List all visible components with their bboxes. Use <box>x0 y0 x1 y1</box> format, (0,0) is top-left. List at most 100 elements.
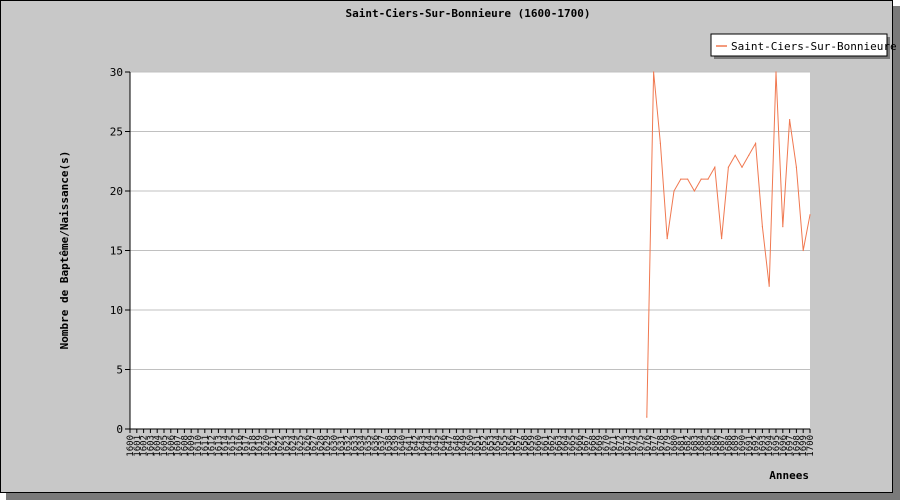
x-tick-label: 1688 <box>724 435 734 457</box>
x-tick-label: 1661 <box>541 435 551 457</box>
x-axis-label: Annees <box>769 469 809 482</box>
x-tick-label: 1694 <box>765 435 775 457</box>
x-tick-label: 1672 <box>616 435 626 457</box>
x-tick-label: 1644 <box>425 435 435 457</box>
x-tick-label: 1671 <box>609 435 619 457</box>
x-tick-label: 1628 <box>316 435 326 457</box>
x-tick-label: 1631 <box>337 435 347 457</box>
x-tick-label: 1664 <box>561 435 571 457</box>
y-tick-label: 10 <box>110 304 123 317</box>
x-tick-label: 1607 <box>174 435 184 457</box>
x-tick-label: 1693 <box>758 435 768 457</box>
data-point <box>795 166 798 168</box>
x-tick-label: 1634 <box>357 435 367 457</box>
x-tick-label: 1700 <box>806 435 816 457</box>
data-point <box>687 178 689 180</box>
x-tick-label: 1615 <box>228 435 238 457</box>
x-tick-label: 1687 <box>718 435 728 457</box>
x-tick-label: 1638 <box>384 435 394 457</box>
x-tick-label: 1663 <box>554 435 564 457</box>
x-tick-label: 1649 <box>459 435 469 457</box>
y-tick-label: 20 <box>110 185 123 198</box>
x-tick-label: 1654 <box>493 435 503 457</box>
x-tick-label: 1676 <box>643 435 653 457</box>
x-tick-label: 1681 <box>677 435 687 457</box>
data-point <box>809 214 811 216</box>
frame-shadow-bottom <box>6 493 900 500</box>
x-tick-label: 1656 <box>507 435 517 457</box>
data-point <box>646 416 648 418</box>
data-point <box>782 226 784 228</box>
x-tick-label: 1647 <box>446 435 456 457</box>
x-tick-label: 1602 <box>140 435 150 457</box>
x-tick-label: 1659 <box>527 435 537 457</box>
data-point <box>741 166 743 168</box>
x-tick-label: 1655 <box>500 435 510 457</box>
x-tick-label: 1660 <box>534 435 544 457</box>
x-tick-label: 1633 <box>350 435 360 457</box>
x-tick-label: 1683 <box>690 435 700 457</box>
x-tick-label: 1677 <box>650 435 660 457</box>
x-tick-label: 1652 <box>480 435 490 457</box>
x-tick-label: 1617 <box>242 435 252 457</box>
x-tick-label: 1665 <box>568 435 578 457</box>
x-tick-label: 1612 <box>208 435 218 457</box>
x-tick-label: 1692 <box>752 435 762 457</box>
x-tick-label: 1673 <box>622 435 632 457</box>
data-point <box>734 154 736 156</box>
x-tick-label: 1690 <box>738 435 748 457</box>
x-tick-label: 1678 <box>656 435 666 457</box>
frame-shadow-right <box>893 6 900 500</box>
x-tick-label: 1679 <box>663 435 673 457</box>
data-point <box>673 190 675 192</box>
data-point <box>700 178 702 180</box>
x-tick-label: 1699 <box>799 435 809 457</box>
y-tick-label: 15 <box>110 245 123 258</box>
x-tick-label: 1651 <box>473 435 483 457</box>
x-tick-label: 1606 <box>167 435 177 457</box>
x-tick-label: 1605 <box>160 435 170 457</box>
x-tick-label: 1695 <box>772 435 782 457</box>
data-point <box>789 119 791 121</box>
x-tick-label: 1609 <box>187 435 197 457</box>
y-axis-label: Nombre de Baptême/Naissance(s) <box>58 151 71 350</box>
x-tick-label: 1657 <box>514 435 524 457</box>
x-tick-label: 1620 <box>262 435 272 457</box>
y-tick-label: 30 <box>110 66 123 79</box>
y-tick-label: 5 <box>116 364 123 377</box>
data-point <box>659 142 662 144</box>
legend-label: Saint-Ciers-Sur-Bonnieure <box>731 40 897 53</box>
x-tick-label: 1642 <box>412 435 422 457</box>
x-tick-label: 1689 <box>731 435 741 457</box>
x-axis-ticks: 1600160116021603160416051606160716081609… <box>126 429 816 457</box>
chart-title: Saint-Ciers-Sur-Bonnieure (1600-1700) <box>345 7 590 20</box>
data-point <box>653 71 655 73</box>
x-tick-label: 1666 <box>575 435 585 457</box>
x-tick-label: 1621 <box>269 435 279 457</box>
x-tick-label: 1646 <box>439 435 449 457</box>
x-tick-label: 1608 <box>180 435 190 457</box>
x-tick-label: 1601 <box>133 435 143 457</box>
x-tick-label: 1604 <box>153 435 163 457</box>
x-tick-label: 1614 <box>221 435 231 457</box>
x-tick-label: 1623 <box>282 435 292 457</box>
y-tick-label: 0 <box>116 423 123 436</box>
data-point <box>768 285 770 287</box>
data-point <box>707 178 709 180</box>
x-tick-label: 1610 <box>194 435 204 457</box>
x-tick-label: 1691 <box>745 435 755 457</box>
x-tick-label: 1637 <box>378 435 388 457</box>
x-tick-label: 1627 <box>310 435 320 457</box>
data-point <box>680 178 682 180</box>
x-tick-label: 1648 <box>452 435 462 457</box>
x-tick-label: 1639 <box>391 435 401 457</box>
x-tick-label: 1619 <box>255 435 265 457</box>
y-tick-label: 25 <box>110 126 123 139</box>
data-point <box>802 249 804 252</box>
x-tick-label: 1668 <box>588 435 598 457</box>
x-tick-label: 1680 <box>670 435 680 457</box>
x-tick-label: 1682 <box>684 435 694 457</box>
x-tick-label: 1632 <box>344 435 354 457</box>
data-point <box>666 238 668 240</box>
